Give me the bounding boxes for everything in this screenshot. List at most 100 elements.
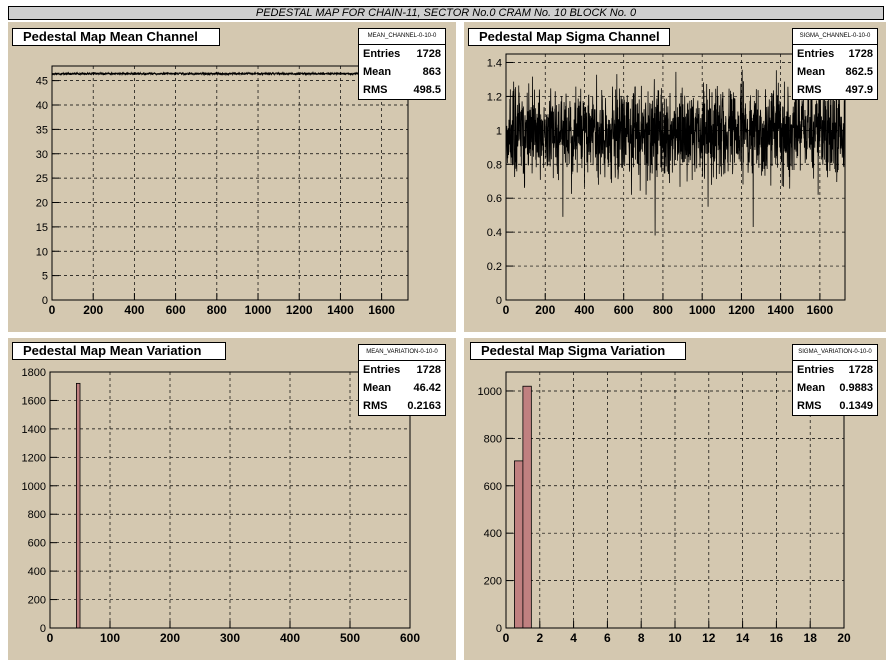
x-tick-label: 400 xyxy=(124,303,144,317)
y-tick-label: 1000 xyxy=(478,386,502,398)
stats-rms-value: 0.1349 xyxy=(839,400,873,412)
x-tick-label: 100 xyxy=(100,631,120,645)
x-tick-label: 1000 xyxy=(245,303,272,317)
stats-rms-row: RMS 0.1349 xyxy=(793,397,877,415)
x-tick-label: 20 xyxy=(837,631,851,645)
plot-frame xyxy=(51,65,409,301)
stats-mean-value: 0.9883 xyxy=(839,382,873,394)
x-tick-label: 1600 xyxy=(368,303,395,317)
stats-rms-row: RMS 497.9 xyxy=(793,81,877,99)
y-tick-label: 5 xyxy=(42,271,48,283)
x-tick-label: 1400 xyxy=(767,303,794,317)
x-tick-label: 1200 xyxy=(286,303,313,317)
stats-mean-row: Mean 862.5 xyxy=(793,63,877,81)
x-tick-label: 600 xyxy=(400,631,420,645)
y-tick-label: 1.2 xyxy=(487,91,502,103)
x-tick-label: 14 xyxy=(736,631,750,645)
y-tick-label: 600 xyxy=(484,481,502,493)
y-tick-label: 1800 xyxy=(22,367,46,379)
mean-variation-title: Pedestal Map Mean Variation xyxy=(12,342,226,360)
pad-sigma-channel: 0 200 400 600 800 1000 1200 1400 1600 0 0.2 0.4 0.6 0… xyxy=(464,22,886,332)
stats-rms-value: 498.5 xyxy=(413,84,441,96)
y-tick-label: 40 xyxy=(36,100,48,112)
stats-entries-value: 1728 xyxy=(416,364,441,376)
x-tick-label: 18 xyxy=(804,631,818,645)
stats-entries-row: Entries 1728 xyxy=(359,361,445,379)
x-tick-label: 2 xyxy=(536,631,543,645)
x-tick-label: 0 xyxy=(49,303,56,317)
x-tick-label: 0 xyxy=(503,631,510,645)
y-tick-label: 200 xyxy=(28,595,46,607)
pad-sigma-variation: 0 2 4 6 8 10 12 14 16 18 20 0 200 400 600 800 1000 Pedes… xyxy=(464,338,886,660)
y-tick-label: 0 xyxy=(40,623,46,635)
x-tick-label: 1600 xyxy=(807,303,834,317)
x-tick-label: 800 xyxy=(207,303,227,317)
x-tick-label: 16 xyxy=(770,631,784,645)
x-tick-label: 4 xyxy=(570,631,577,645)
y-tick-label: 0.8 xyxy=(487,159,502,171)
stats-entries-row: Entries 1728 xyxy=(793,45,877,63)
y-tick-label: 400 xyxy=(484,528,502,540)
y-tick-label: 10 xyxy=(36,246,48,258)
x-tick-label: 400 xyxy=(280,631,300,645)
page-banner: PEDESTAL MAP FOR CHAIN-11, SECTOR No.0 C… xyxy=(8,6,884,20)
x-tick-label: 200 xyxy=(535,303,555,317)
y-tick-label: 1.4 xyxy=(487,57,502,69)
sigma-channel-stats-box: SIGMA_CHANNEL-0-10-0 Entries 1728 Mean 862… xyxy=(792,28,878,100)
sigma-variation-stats-box: SIGMA_VARIATION-0-10-0 Entries 1728 Mean 0… xyxy=(792,344,878,416)
x-tick-label: 500 xyxy=(340,631,360,645)
x-tick-label: 8 xyxy=(638,631,645,645)
y-tick-label: 1600 xyxy=(22,395,46,407)
y-tick-label: 600 xyxy=(28,538,46,550)
y-tick-label: 0.2 xyxy=(487,261,502,273)
plot-frame xyxy=(505,53,846,301)
stats-entries-row: Entries 1728 xyxy=(359,45,445,63)
stats-mean-row: Mean 46.42 xyxy=(359,379,445,397)
stats-name: SIGMA_CHANNEL-0-10-0 xyxy=(793,29,877,45)
x-tick-label: 300 xyxy=(220,631,240,645)
y-tick-label: 1000 xyxy=(22,481,46,493)
y-tick-label: 200 xyxy=(484,576,502,588)
stats-mean-value: 863 xyxy=(422,66,441,78)
x-tick-label: 12 xyxy=(702,631,716,645)
sigma-channel-plot: 0 200 400 600 800 1000 1200 1400 1600 0 0.2 0.4 0.6 0… xyxy=(487,53,846,317)
stats-name: MEAN_CHANNEL-0-10-0 xyxy=(359,29,445,45)
sigma-channel-title: Pedestal Map Sigma Channel xyxy=(468,28,670,46)
x-tick-label: 200 xyxy=(83,303,103,317)
stats-entries-row: Entries 1728 xyxy=(793,361,877,379)
x-tick-label: 400 xyxy=(574,303,594,317)
x-tick-label: 1200 xyxy=(728,303,755,317)
y-tick-label: 45 xyxy=(36,76,48,88)
x-tick-label: 600 xyxy=(166,303,186,317)
y-tick-label: 25 xyxy=(36,173,48,185)
y-tick-label: 400 xyxy=(28,566,46,578)
y-tick-label: 1200 xyxy=(22,452,46,464)
series-line xyxy=(51,71,409,77)
stats-entries-value: 1728 xyxy=(416,48,441,60)
stats-mean-row: Mean 863 xyxy=(359,63,445,81)
y-tick-label: 0 xyxy=(496,295,502,307)
x-tick-label: 200 xyxy=(160,631,180,645)
x-tick-label: 600 xyxy=(614,303,634,317)
x-tick-label: 10 xyxy=(668,631,682,645)
stats-entries-value: 1728 xyxy=(848,364,873,376)
y-tick-label: 30 xyxy=(36,149,48,161)
stats-rms-value: 0.2163 xyxy=(407,400,441,412)
x-tick-label: 6 xyxy=(604,631,611,645)
y-tick-label: 800 xyxy=(28,509,46,521)
y-tick-label: 0 xyxy=(42,295,48,307)
mean-channel-stats-box: MEAN_CHANNEL-0-10-0 Entries 1728 Mean 863 … xyxy=(358,28,446,100)
stats-entries-value: 1728 xyxy=(848,48,873,60)
pad-mean-variation: 0 100 200 300 400 500 600 0 200 400 600 800 1000 1200… xyxy=(8,338,456,660)
y-tick-label: 800 xyxy=(484,433,502,445)
y-tick-label: 15 xyxy=(36,222,48,234)
histogram-bar xyxy=(514,460,524,629)
stats-mean-row: Mean 0.9883 xyxy=(793,379,877,397)
mean-channel-title: Pedestal Map Mean Channel xyxy=(12,28,220,46)
mean-variation-stats-box: MEAN_VARIATION-0-10-0 Entries 1728 Mean 46… xyxy=(358,344,446,416)
y-tick-label: 0.4 xyxy=(487,227,502,239)
y-tick-label: 1400 xyxy=(22,424,46,436)
stats-mean-value: 862.5 xyxy=(845,66,873,78)
stats-rms-row: RMS 498.5 xyxy=(359,81,445,99)
